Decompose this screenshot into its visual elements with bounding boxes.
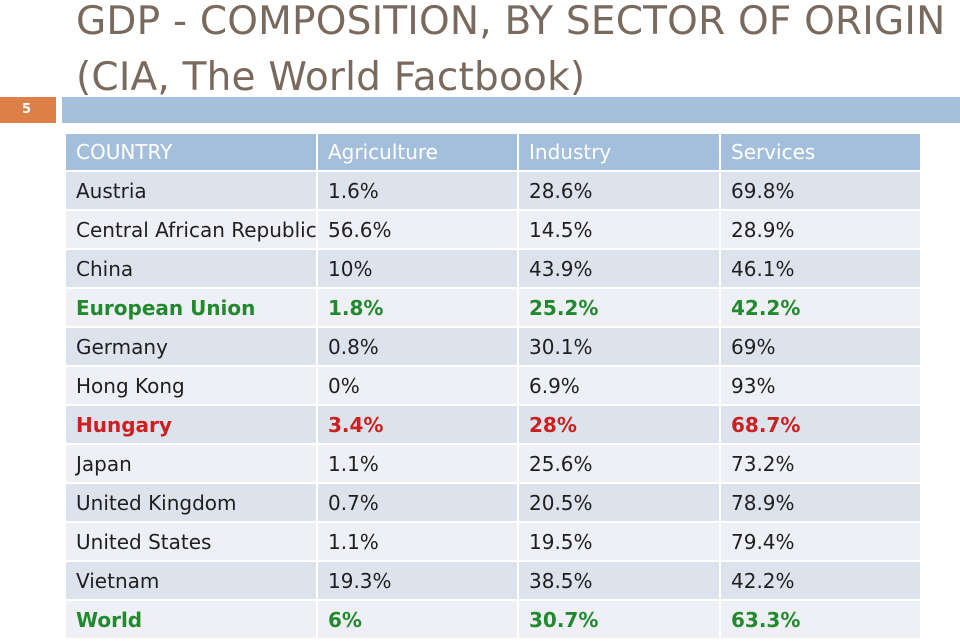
industry-cell: 28.6% [517,170,721,211]
table-row: European Union 1.8% 25.2% 42.2% [64,287,922,328]
header-agriculture: Agriculture [316,132,519,172]
table-row: Japan 1.1% 25.6% 73.2% [64,443,922,484]
table-row: Austria 1.6% 28.6% 69.8% [64,170,922,211]
services-cell: 63.3% [719,599,922,640]
country-cell: United States [64,521,318,562]
agriculture-cell: 19.3% [316,560,519,601]
table-body: Austria 1.6% 28.6% 69.8% Central African Re… [64,170,922,640]
services-cell: 79.4% [719,521,922,562]
country-cell: China [64,248,318,289]
services-cell: 69% [719,326,922,367]
services-cell: 42.2% [719,287,922,328]
country-cell: European Union [64,287,318,328]
country-cell: Vietnam [64,560,318,601]
industry-cell: 20.5% [517,482,721,523]
header-industry: Industry [517,132,721,172]
table-row: United Kingdom 0.7% 20.5% 78.9% [64,482,922,523]
industry-cell: 14.5% [517,209,721,250]
table-row: Central African Republic 56.6% 14.5% 28.9% [64,209,922,250]
industry-cell: 30.1% [517,326,721,367]
table-row: World 6% 30.7% 63.3% [64,599,922,640]
services-cell: 69.8% [719,170,922,211]
agriculture-cell: 56.6% [316,209,519,250]
country-cell: Austria [64,170,318,211]
industry-cell: 28% [517,404,721,445]
header-country: COUNTRY [64,132,318,172]
services-cell: 78.9% [719,482,922,523]
industry-cell: 6.9% [517,365,721,406]
industry-cell: 19.5% [517,521,721,562]
title-underline-bar [62,97,960,123]
country-cell: Germany [64,326,318,367]
services-cell: 46.1% [719,248,922,289]
agriculture-cell: 0.7% [316,482,519,523]
slide-title: GDP - COMPOSITION, BY SECTOR OF ORIGIN (… [76,0,946,100]
agriculture-cell: 10% [316,248,519,289]
header-services: Services [719,132,922,172]
services-cell: 93% [719,365,922,406]
table-row: Hong Kong 0% 6.9% 93% [64,365,922,406]
agriculture-cell: 6% [316,599,519,640]
agriculture-cell: 0.8% [316,326,519,367]
services-cell: 28.9% [719,209,922,250]
agriculture-cell: 1.8% [316,287,519,328]
industry-cell: 25.2% [517,287,721,328]
country-cell: World [64,599,318,640]
industry-cell: 30.7% [517,599,721,640]
agriculture-cell: 3.4% [316,404,519,445]
slide-number: 5 [0,97,56,123]
table-header-row: COUNTRY Agriculture Industry Services [64,132,922,172]
agriculture-cell: 1.1% [316,521,519,562]
services-cell: 73.2% [719,443,922,484]
industry-cell: 43.9% [517,248,721,289]
country-cell: Central African Republic [64,209,318,250]
table-row: Vietnam 19.3% 38.5% 42.2% [64,560,922,601]
services-cell: 42.2% [719,560,922,601]
agriculture-cell: 1.6% [316,170,519,211]
country-cell: Hungary [64,404,318,445]
country-cell: United Kingdom [64,482,318,523]
agriculture-cell: 1.1% [316,443,519,484]
table-row: China 10% 43.9% 46.1% [64,248,922,289]
country-cell: Japan [64,443,318,484]
table-row: Hungary 3.4% 28% 68.7% [64,404,922,445]
table-row: United States 1.1% 19.5% 79.4% [64,521,922,562]
table-row: Germany 0.8% 30.1% 69% [64,326,922,367]
services-cell: 68.7% [719,404,922,445]
agriculture-cell: 0% [316,365,519,406]
country-cell: Hong Kong [64,365,318,406]
gdp-sector-table: COUNTRY Agriculture Industry Services Au… [64,132,922,640]
industry-cell: 25.6% [517,443,721,484]
industry-cell: 38.5% [517,560,721,601]
